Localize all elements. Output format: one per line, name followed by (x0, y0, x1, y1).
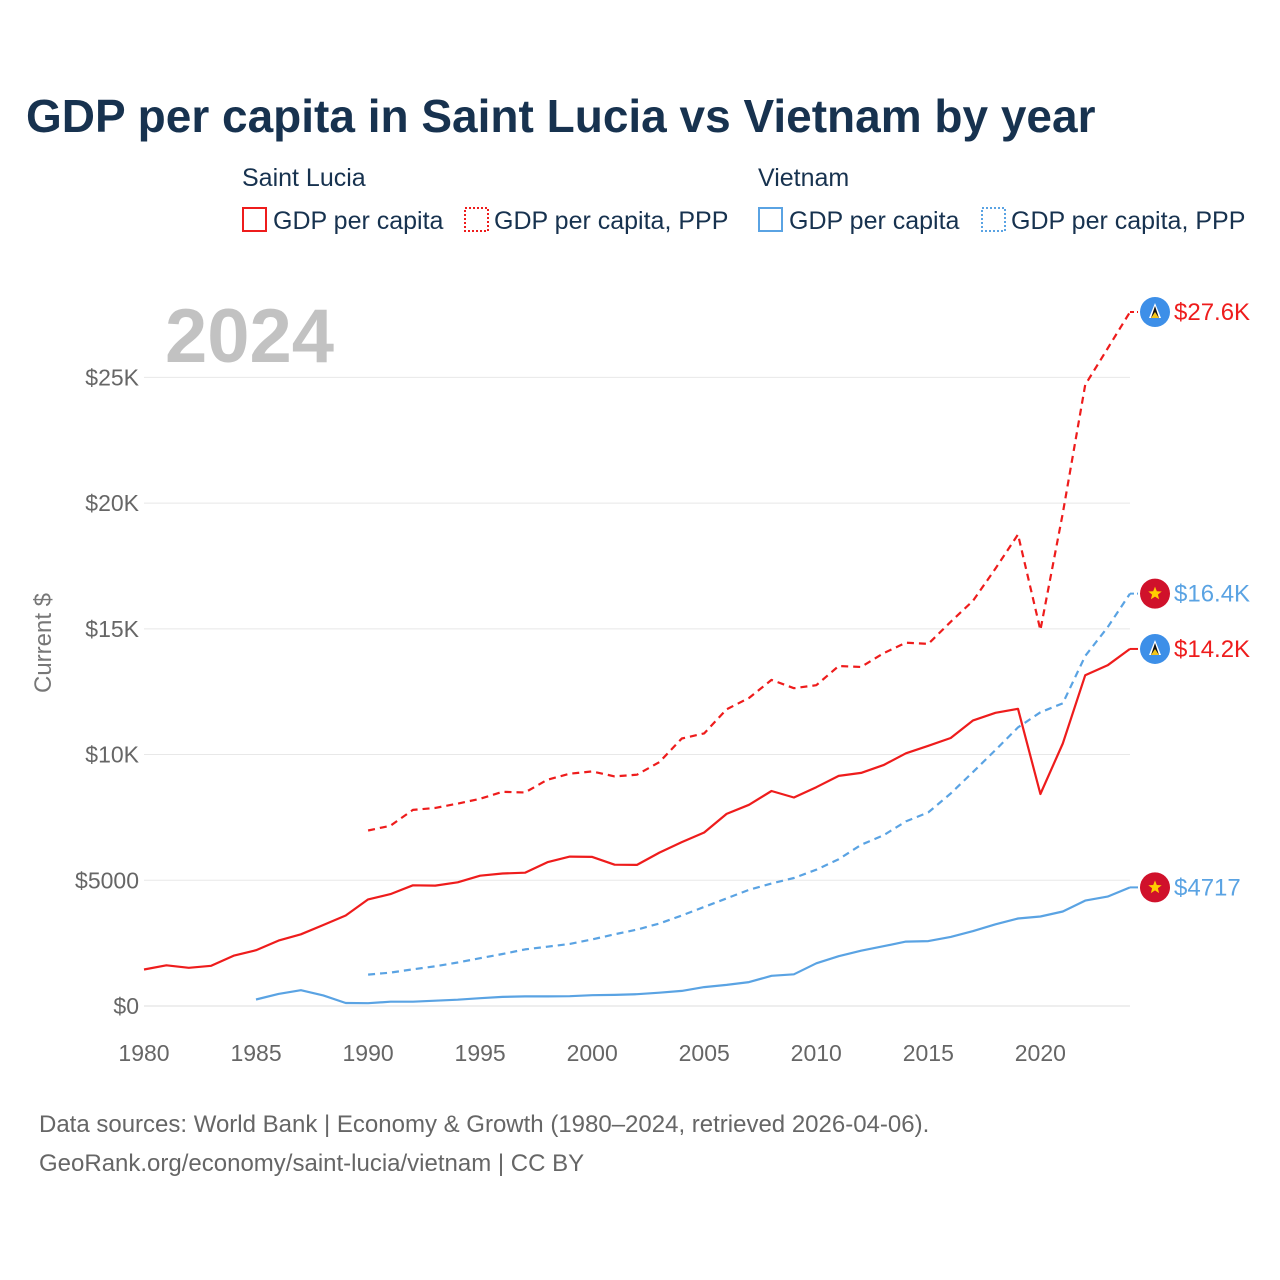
y-tick-label: $5000 (75, 867, 139, 893)
legend-swatch-saint-lucia-gdp (242, 207, 267, 232)
end-value-label: $14.2K (1174, 636, 1250, 663)
x-tick-label: 2000 (567, 1040, 618, 1066)
x-tick-label: 2005 (679, 1040, 730, 1066)
y-axis-label: Current $ (30, 593, 57, 693)
legend-item-saint-lucia-ppp: GDP per capita, PPP (494, 207, 728, 235)
series-line (367, 311, 1131, 832)
y-tick-label: $15K (85, 616, 139, 642)
vietnam-flag-icon (1140, 872, 1170, 903)
saint-lucia-flag-icon (1140, 297, 1170, 327)
x-tick-label: 1985 (230, 1040, 281, 1066)
legend-swatch-vietnam-ppp (981, 207, 1006, 232)
y-axis-ticks: $0 $5000 $10K $15K $20K $25K (75, 364, 140, 1019)
source-url: GeoRank.org/economy/saint-lucia/vietnam … (39, 1150, 584, 1177)
legend: Saint Lucia Vietnam GDP per capita GDP p… (242, 164, 1245, 235)
x-tick-label: 2010 (791, 1040, 842, 1066)
legend-swatch-vietnam-gdp (758, 207, 783, 232)
x-tick-label: 1980 (118, 1040, 169, 1066)
x-tick-label: 2020 (1015, 1040, 1066, 1066)
legend-group-saint-lucia: Saint Lucia (242, 164, 366, 192)
current-year-label: 2024 (165, 294, 334, 379)
x-tick-label: 2015 (903, 1040, 954, 1066)
y-tick-label: $20K (85, 490, 139, 516)
chart-title: GDP per capita in Saint Lucia vs Vietnam… (26, 90, 1096, 142)
legend-item-vietnam-ppp: GDP per capita, PPP (1011, 207, 1245, 235)
series-line (255, 886, 1131, 1005)
y-tick-label: $25K (85, 364, 139, 390)
series-line (143, 648, 1131, 971)
source-note: Data sources: World Bank | Economy & Gro… (39, 1111, 929, 1138)
legend-item-vietnam-gdp: GDP per capita (789, 207, 960, 235)
x-tick-label: 1995 (455, 1040, 506, 1066)
y-tick-label: $0 (113, 993, 139, 1019)
end-labels: $14.2K $27.6K $4717 $16.4K (1130, 297, 1250, 903)
series-lines (143, 311, 1131, 1005)
legend-item-saint-lucia-gdp: GDP per capita (273, 207, 444, 235)
legend-group-vietnam: Vietnam (758, 164, 849, 192)
end-value-label: $16.4K (1174, 581, 1250, 608)
gridlines (144, 376, 1130, 1007)
x-tick-label: 1990 (343, 1040, 394, 1066)
vietnam-flag-icon (1140, 578, 1170, 609)
legend-swatch-saint-lucia-ppp (464, 207, 489, 232)
x-axis-ticks: 1980 1985 1990 1995 2000 2005 2010 2015 2020 (118, 1040, 1066, 1066)
saint-lucia-flag-icon (1140, 633, 1170, 664)
end-value-label: $27.6K (1174, 299, 1250, 326)
y-tick-label: $10K (85, 742, 139, 768)
end-value-label: $4717 (1174, 874, 1241, 901)
series-line (368, 592, 1131, 976)
